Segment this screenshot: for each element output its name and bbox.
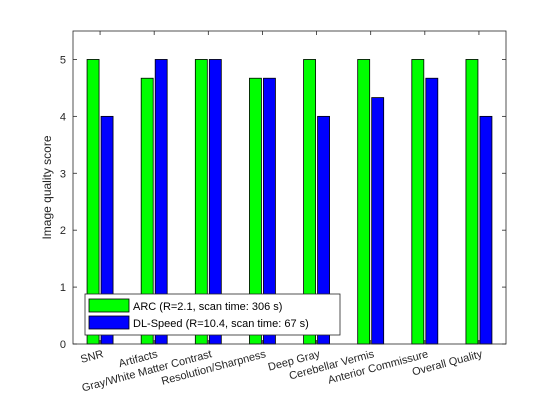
y-tick-label: 3	[60, 168, 66, 180]
y-tick-label: 2	[60, 225, 66, 237]
y-tick-label: 0	[60, 339, 66, 351]
bar-arc-5	[357, 59, 371, 345]
legend-label-dl-speed: DL-Speed (R=10.4, scan time: 67 s)	[133, 318, 309, 330]
y-tick-label: 1	[60, 282, 66, 294]
axes-frame	[72, 30, 507, 345]
bar-arc-7	[465, 59, 479, 345]
x-tick-label: SNR	[79, 348, 105, 366]
legend-swatch-dl-speed	[88, 315, 130, 330]
bar-dl-speed-7	[479, 115, 493, 345]
y-tick-label: 5	[60, 54, 66, 66]
y-tick-label: 4	[60, 111, 66, 123]
bar-dl-speed-6	[425, 77, 439, 345]
legend: ARC (R=2.1, scan time: 306 s) DL-Speed (R…	[84, 293, 341, 336]
bars-group	[86, 59, 493, 345]
legend-label-arc: ARC (R=2.1, scan time: 306 s)	[133, 301, 282, 313]
legend-swatch-arc	[88, 298, 130, 313]
bar-arc-6	[411, 59, 425, 345]
y-axis-label: Image quality score	[40, 135, 54, 239]
bar-dl-speed-5	[371, 97, 385, 345]
